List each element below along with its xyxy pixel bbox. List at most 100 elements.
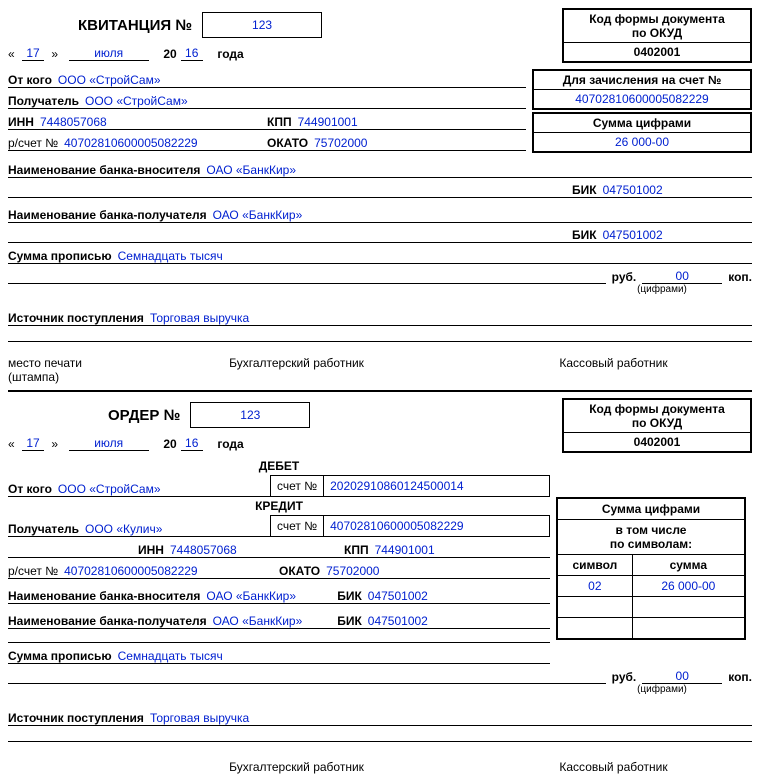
receipt-number: 123	[202, 12, 322, 38]
date-year-suffix: 16	[181, 46, 203, 61]
bank-out-value: ОАО «БанкКир»	[213, 208, 303, 222]
order-bik-value-2: 047501002	[368, 614, 428, 628]
order-month: июля	[69, 436, 149, 451]
sym-0: 02	[557, 576, 632, 597]
order-okud-value: 0402001	[564, 433, 750, 451]
stamp-line1: место печати	[8, 356, 82, 370]
date-year-label: года	[217, 47, 243, 61]
okud-label1: Код формы документа	[589, 12, 725, 26]
order-kop-label: коп.	[722, 670, 752, 684]
sym-1	[557, 597, 632, 618]
col-symbol: символ	[557, 555, 632, 576]
debit-acct-value: 20202910860124500014	[324, 476, 549, 496]
sum-num-value: 26 000-00	[534, 133, 750, 151]
order-sign-cashier: Кассовый работник	[475, 756, 752, 774]
source-label: Источник поступления	[8, 311, 150, 325]
from-label: От кого	[8, 73, 58, 87]
order-bank-in-value: ОАО «БанкКир»	[206, 589, 296, 603]
order-rs-label: р/счет №	[8, 564, 64, 578]
debit-label: ДЕБЕТ	[8, 457, 550, 475]
sum-symbol-table: Сумма цифрами в том числе по символам: с…	[556, 497, 746, 640]
from-value: ООО «СтройСам»	[58, 73, 526, 87]
order-kpp-label: КПП	[344, 543, 375, 557]
order-inn-label: ИНН	[138, 543, 170, 557]
order-number: 123	[190, 402, 310, 428]
order-inn-value: 7448057068	[170, 543, 237, 557]
stamp-line2: (штампа)	[8, 370, 59, 384]
okud-box: Код формы документа по ОКУД 0402001	[562, 8, 752, 63]
sum-table-sub: в том числе по символам:	[557, 520, 745, 555]
sum-2	[632, 618, 745, 640]
rub-label: руб.	[606, 270, 643, 284]
order-sum-words-value: Семнадцать тысяч	[118, 649, 550, 663]
sum-words-label: Сумма прописью	[8, 249, 118, 263]
order-year-label: года	[217, 437, 243, 451]
debit-acct-label: счет №	[271, 476, 324, 496]
order-source-label: Источник поступления	[8, 711, 150, 725]
sum-words-value: Семнадцать тысяч	[118, 249, 752, 263]
rs-value: 40702810600005082229	[64, 136, 197, 150]
order-kpp-value: 744901001	[375, 543, 435, 557]
order-okud-label1: Код формы документа	[589, 402, 725, 416]
order-source-value: Торговая выручка	[150, 711, 752, 725]
bank-in-label: Наименование банка-вносителя	[8, 163, 206, 177]
order-okato-value: 75702000	[326, 564, 379, 578]
date-year-prefix: 20	[163, 47, 176, 61]
credit-label: КРЕДИТ	[8, 497, 550, 515]
order-bik-value-1: 047501002	[368, 589, 428, 603]
order-bank-out-label: Наименование банка-получателя	[8, 614, 213, 628]
sum-1	[632, 597, 745, 618]
order-bik-label-2: БИК	[337, 614, 368, 628]
sym-2	[557, 618, 632, 640]
credit-acct-label: Для зачисления на счет №	[534, 71, 750, 90]
bik-label-1: БИК	[572, 183, 603, 197]
okud-label2: по ОКУД	[632, 26, 682, 40]
source-value: Торговая выручка	[150, 311, 752, 325]
receipt-date: « 17 » июля 20 16 года	[8, 46, 562, 67]
credit-acct-value: 40702810600005082229	[534, 90, 750, 108]
date-month: июля	[69, 46, 149, 61]
order-date: « 17 » июля 20 16 года	[8, 436, 562, 457]
kpp-value: 744901001	[298, 115, 358, 129]
order-kop-sublabel: (цифрами)	[602, 684, 722, 695]
order-rub-label: руб.	[606, 670, 643, 684]
order-sign-accountant: Бухгалтерский работник	[158, 756, 435, 774]
col-sum: сумма	[632, 555, 745, 576]
order-from-value: ООО «СтройСам»	[58, 482, 161, 496]
order-section: ОРДЕР № 123 « 17 » июля 20 16 года Код ф…	[8, 398, 752, 774]
kpp-label: КПП	[267, 115, 298, 129]
order-bank-out-value: ОАО «БанкКир»	[213, 614, 303, 628]
order-payee-value: ООО «Кулич»	[85, 522, 162, 536]
order-okud-box: Код формы документа по ОКУД 0402001	[562, 398, 752, 453]
sum-0: 26 000-00	[632, 576, 745, 597]
sum-num-box: Сумма цифрами 26 000-00	[532, 112, 752, 153]
bik-value-2: 047501002	[603, 228, 663, 242]
kop-sublabel: (цифрами)	[602, 284, 722, 295]
payee-value: ООО «СтройСам»	[85, 94, 526, 108]
sign-accountant: Бухгалтерский работник	[158, 352, 435, 384]
order-from-label: От кого	[8, 482, 58, 496]
receipt-title: КВИТАНЦИЯ №	[78, 17, 192, 34]
order-rs-value: 40702810600005082229	[64, 564, 197, 578]
receipt-section: КВИТАНЦИЯ № 123 « 17 » июля 20 16 года К…	[8, 8, 752, 384]
order-title: ОРДЕР №	[108, 407, 180, 424]
order-payee-label: Получатель	[8, 522, 85, 536]
credit-account-box: Для зачисления на счет № 407028106000050…	[532, 69, 752, 110]
order-bank-in-label: Наименование банка-вносителя	[8, 589, 206, 603]
sum-num-label: Сумма цифрами	[534, 114, 750, 133]
payee-label: Получатель	[8, 94, 85, 108]
order-sum-words-label: Сумма прописью	[8, 649, 118, 663]
inn-value: 7448057068	[40, 115, 107, 129]
date-day: 17	[22, 46, 44, 61]
order-year-suffix: 16	[181, 436, 203, 451]
sign-cashier: Кассовый работник	[475, 352, 752, 384]
okud-value: 0402001	[564, 43, 750, 61]
order-bik-label-1: БИК	[337, 589, 368, 603]
inn-label: ИНН	[8, 115, 40, 129]
bank-in-value: ОАО «БанкКир»	[206, 163, 296, 177]
bik-value-1: 047501002	[603, 183, 663, 197]
kop-value: 00	[642, 269, 722, 284]
bik-label-2: БИК	[572, 228, 603, 242]
order-okato-label: ОКАТО	[279, 564, 326, 578]
credit-acct-value: 40702810600005082229	[324, 516, 549, 536]
